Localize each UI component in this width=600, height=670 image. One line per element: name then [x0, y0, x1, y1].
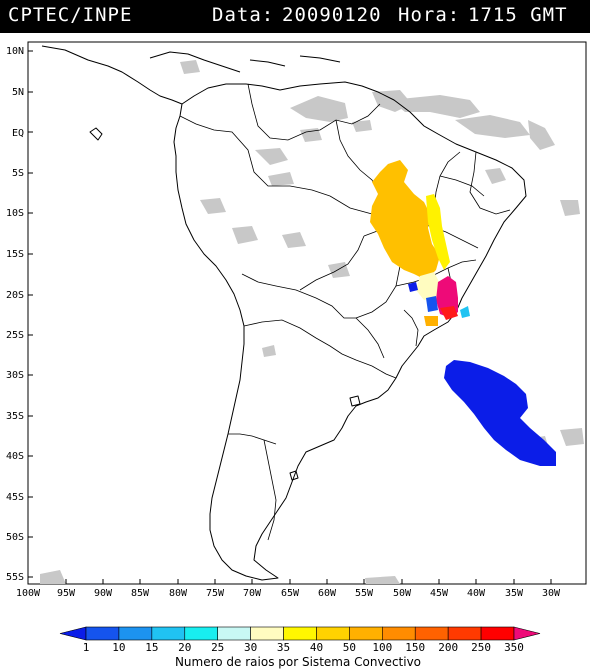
system-pale	[416, 272, 440, 300]
lat-label: 5S	[12, 168, 24, 179]
legend-colorbar	[59, 626, 541, 641]
legend-color-box	[217, 626, 251, 641]
system-blue-a	[426, 296, 438, 312]
lon-label: 75W	[206, 588, 225, 599]
legend-color-box	[184, 626, 218, 641]
latitude-labels: 10N 5N EQ 5S 10S 15S 20S 25S 30S 35S 40S…	[6, 46, 24, 583]
lon-label: 100W	[16, 588, 41, 599]
legend-color-box	[447, 626, 482, 641]
lon-label: 65W	[281, 588, 300, 599]
lon-label: 50W	[393, 588, 412, 599]
lat-label: 20S	[6, 290, 24, 301]
legend-arrow-low	[59, 626, 87, 641]
cloud-cover	[40, 60, 584, 584]
lon-label: 60W	[318, 588, 337, 599]
legend-color-box	[316, 626, 350, 641]
date-label: Data:	[212, 4, 275, 26]
legend-value-label: 200	[438, 641, 458, 654]
legend-value-label: 40	[310, 641, 323, 654]
legend-value-label: 350	[504, 641, 524, 654]
time-value: 1715 GMT	[468, 4, 568, 26]
legend-caption: Numero de raios por Sistema Convectivo	[175, 655, 421, 669]
legend-color-box	[85, 626, 120, 641]
legend-value-label: 50	[343, 641, 356, 654]
legend-color-box	[382, 626, 416, 641]
lon-label: 90W	[94, 588, 113, 599]
lat-label: 30S	[6, 370, 24, 381]
lightning-map: 10N 5N EQ 5S 10S 15S 20S 25S 30S 35S 40S…	[6, 41, 587, 599]
lat-label: 35S	[6, 411, 24, 422]
legend-arrow-high	[513, 626, 541, 641]
legend-value-label: 25	[211, 641, 224, 654]
lat-label: 45S	[6, 492, 24, 503]
system-atlantic	[444, 360, 556, 466]
convective-systems	[370, 160, 556, 466]
system-orange-small	[424, 316, 438, 326]
legend-value-label: 10	[112, 641, 125, 654]
legend-color-box	[118, 626, 153, 641]
coastlines	[41, 45, 527, 581]
legend-color-box	[480, 626, 515, 641]
legend-value-label: 150	[405, 641, 425, 654]
source-label: CPTEC/INPE	[8, 4, 133, 26]
lat-label: 5N	[12, 87, 24, 98]
legend-value-label: 250	[471, 641, 491, 654]
lon-label: 40W	[467, 588, 486, 599]
lon-label: 55W	[355, 588, 374, 599]
system-cyan	[460, 306, 470, 318]
legend-value-label: 35	[277, 641, 290, 654]
lat-label: 10N	[6, 46, 24, 57]
lon-label: 45W	[430, 588, 449, 599]
legend-value-label: 20	[178, 641, 191, 654]
lon-label: 35W	[505, 588, 524, 599]
lat-label: 25S	[6, 330, 24, 341]
lon-label: 80W	[169, 588, 188, 599]
lat-label: EQ	[12, 128, 24, 139]
lon-label: 95W	[57, 588, 76, 599]
legend-value-label: 1	[83, 641, 90, 654]
date-value: 20090120	[282, 4, 382, 26]
lon-label: 70W	[243, 588, 262, 599]
time-label: Hora:	[398, 4, 461, 26]
color-legend: 1 10 15 20 25 30 35 40 50 100 150 200 250 350 Numero …	[59, 626, 541, 669]
legend-color-box	[414, 626, 449, 641]
system-blue-b	[408, 282, 418, 292]
legend-value-label: 30	[244, 641, 257, 654]
axis-ticks	[27, 50, 552, 584]
lon-label: 30W	[542, 588, 561, 599]
system-red	[440, 306, 458, 320]
lat-label: 15S	[6, 249, 24, 260]
legend-color-box	[250, 626, 284, 641]
longitude-labels: 100W 95W 90W 85W 80W 75W 70W 65W 60W 55W…	[16, 588, 561, 599]
lat-label: 50S	[6, 532, 24, 543]
system-central-brazil	[370, 160, 440, 280]
lon-label: 85W	[131, 588, 150, 599]
legend-value-label: 15	[145, 641, 158, 654]
lat-label: 40S	[6, 451, 24, 462]
lat-label: 10S	[6, 208, 24, 219]
lat-label: 55S	[6, 572, 24, 583]
legend-color-box	[349, 626, 383, 641]
system-yellow-band	[426, 194, 450, 270]
legend-color-box	[283, 626, 317, 641]
legend-value-labels: 1 10 15 20 25 30 35 40 50 100 150 200 250 350	[83, 641, 524, 654]
legend-color-box	[151, 626, 186, 641]
map-header: CPTEC/INPE Data: 20090120 Hora: 1715 GMT	[0, 0, 590, 33]
legend-value-label: 100	[372, 641, 392, 654]
